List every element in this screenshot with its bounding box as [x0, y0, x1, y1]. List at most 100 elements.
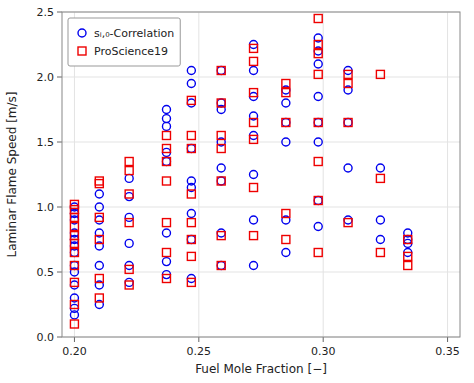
point: [314, 60, 322, 68]
point: [250, 135, 258, 143]
plot-frame: [62, 12, 460, 337]
y-axis-label: Laminar Flame Speed [m/s]: [5, 91, 19, 257]
tick-label: 0.0: [37, 331, 55, 344]
point: [217, 67, 225, 75]
point: [162, 219, 170, 227]
point: [125, 174, 133, 182]
tick: [74, 337, 75, 342]
point: [314, 93, 322, 101]
point: [162, 275, 170, 283]
point: [250, 89, 258, 97]
tick: [57, 77, 62, 78]
point: [344, 219, 352, 227]
point: [187, 219, 195, 227]
point: [344, 119, 352, 127]
point: [217, 67, 225, 75]
point: [404, 236, 412, 244]
point: [376, 216, 384, 224]
point: [95, 190, 103, 198]
point: [344, 216, 352, 224]
point: [70, 206, 78, 214]
chart: 0.200.250.300.350.00.51.01.52.02.5Fuel M…: [0, 0, 474, 383]
point: [250, 67, 258, 75]
point: [314, 119, 322, 127]
point: [314, 158, 322, 166]
point: [187, 80, 195, 88]
grid-line: [62, 272, 460, 273]
tick: [57, 207, 62, 208]
tick: [323, 337, 324, 342]
tick: [198, 337, 199, 342]
point: [187, 145, 195, 153]
tick: [57, 12, 62, 13]
point: [162, 106, 170, 114]
point: [162, 158, 170, 166]
point: [250, 57, 258, 65]
tick-label: 1.5: [37, 136, 55, 149]
tick-label: 2.0: [37, 71, 55, 84]
point: [282, 249, 290, 257]
point: [376, 164, 384, 172]
x-axis-label: Fuel Mole Fraction [−]: [195, 362, 327, 376]
point: [282, 89, 290, 97]
point: [250, 44, 258, 52]
legend: sᵢ,₀-CorrelationProScience19: [68, 18, 180, 66]
point: [125, 213, 133, 221]
background: [0, 0, 474, 383]
point: [70, 301, 78, 309]
point: [162, 122, 170, 130]
grid-line: [62, 207, 460, 208]
grid-line: [447, 12, 448, 337]
tick: [57, 337, 62, 338]
tick-label: 0.25: [187, 345, 212, 358]
point: [125, 190, 133, 198]
point: [217, 232, 225, 240]
point: [187, 132, 195, 140]
point: [314, 138, 322, 146]
tick: [447, 337, 448, 342]
point: [250, 262, 258, 270]
point: [70, 249, 78, 257]
point: [187, 145, 195, 153]
point: [404, 252, 412, 260]
point: [125, 278, 133, 286]
point: [314, 41, 322, 49]
point: [162, 249, 170, 257]
point: [125, 219, 133, 227]
point: [376, 236, 384, 244]
point: [282, 236, 290, 244]
point: [217, 145, 225, 153]
point: [250, 216, 258, 224]
point: [162, 229, 170, 237]
tick-label: 0.30: [311, 345, 336, 358]
point: [70, 281, 78, 289]
tick: [57, 272, 62, 273]
point: [217, 177, 225, 185]
axes: 0.200.250.300.350.00.51.01.52.02.5: [37, 6, 461, 358]
point: [187, 236, 195, 244]
point: [125, 281, 133, 289]
point: [282, 80, 290, 88]
point: [70, 249, 78, 257]
point: [70, 320, 78, 328]
point: [95, 216, 103, 224]
point: [187, 99, 195, 107]
point: [217, 132, 225, 140]
point: [95, 294, 103, 302]
legend-marker: [78, 47, 86, 55]
point: [314, 197, 322, 205]
point: [314, 50, 322, 58]
legend-label: sᵢ,₀-Correlation: [94, 27, 174, 40]
grid: [62, 12, 460, 337]
point: [282, 210, 290, 218]
tick-label: 2.5: [37, 6, 55, 19]
point: [282, 99, 290, 107]
point: [125, 193, 133, 201]
point: [217, 99, 225, 107]
point: [187, 236, 195, 244]
point: [95, 203, 103, 211]
point: [376, 249, 384, 257]
point: [376, 174, 384, 182]
point: [376, 70, 384, 78]
grid-line: [62, 142, 460, 143]
